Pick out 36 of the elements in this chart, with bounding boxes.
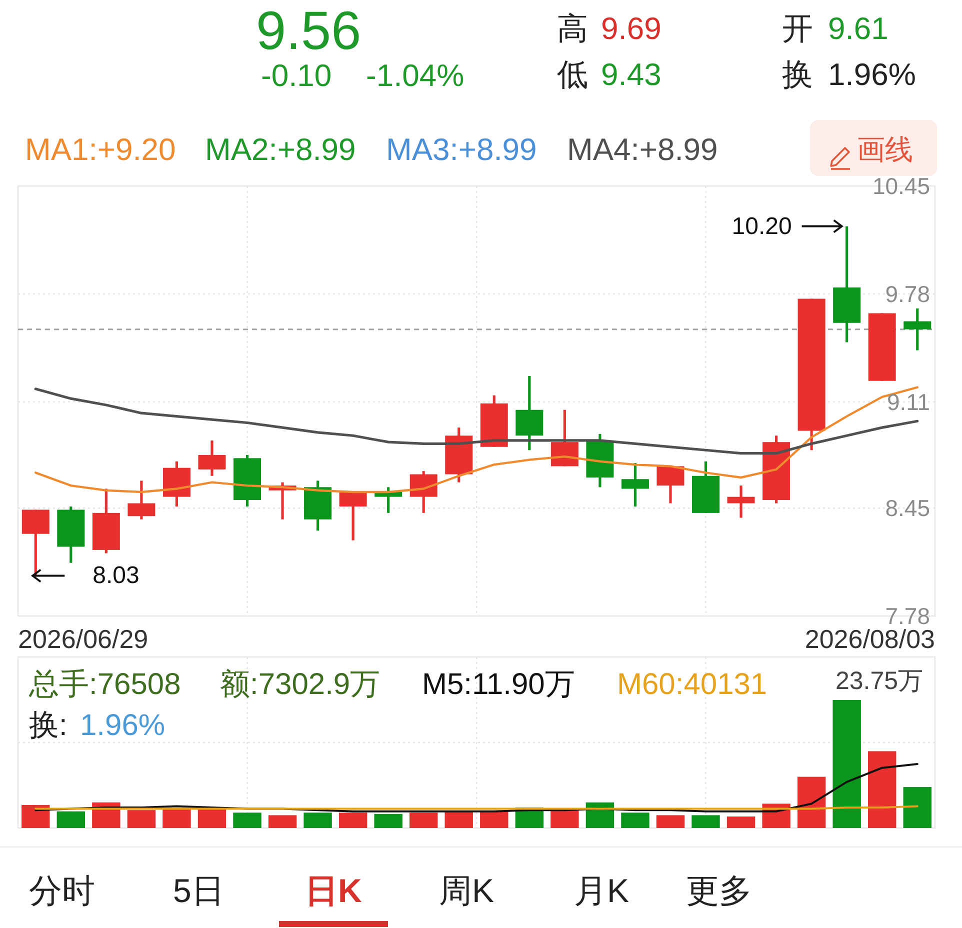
y-tick-label: 8.45 (885, 495, 930, 522)
text: -0.10 (261, 58, 332, 93)
text: 5日 (173, 872, 224, 909)
annotation: 8.03 (92, 562, 140, 590)
text: M5:11.90万 (422, 668, 575, 701)
text: 9.69 (601, 11, 662, 46)
text: 9.56 (256, 1, 362, 61)
text: 日K (305, 872, 362, 909)
text: MA4:+8.99 (567, 132, 718, 167)
text: 23.75万 (835, 667, 923, 695)
annotation: 10.20 (732, 212, 792, 240)
text: 更多 (686, 872, 752, 909)
annotation: 换: (29, 709, 68, 742)
text: 1.96% (828, 57, 916, 92)
text: 低 (557, 57, 588, 92)
y-tick-label: 9.11 (886, 388, 930, 415)
text: MA3:+8.99 (386, 132, 537, 167)
text: -1.04% (366, 58, 464, 93)
text: 画线 (857, 134, 913, 165)
y-tick-label: 9.78 (885, 280, 930, 307)
y-tick-label: 10.45 (872, 173, 930, 199)
text: 换 (782, 57, 813, 92)
text: 高 (557, 11, 588, 46)
text: 分时 (29, 872, 95, 909)
text: 周K (439, 872, 494, 909)
annotation: 1.96% (80, 709, 166, 742)
text: 9.43 (601, 57, 662, 92)
text: M60:40131 (617, 668, 768, 701)
text: 2026/06/29 (18, 624, 148, 654)
text: MA1:+9.20 (25, 132, 176, 167)
annotation: 额:7302.9万 (220, 668, 380, 701)
text: MA2:+8.99 (205, 132, 356, 167)
text: 9.61 (828, 11, 888, 46)
text: 开 (782, 11, 813, 46)
text: 月K (574, 872, 630, 909)
annotation: 总手:76508 (28, 668, 181, 701)
